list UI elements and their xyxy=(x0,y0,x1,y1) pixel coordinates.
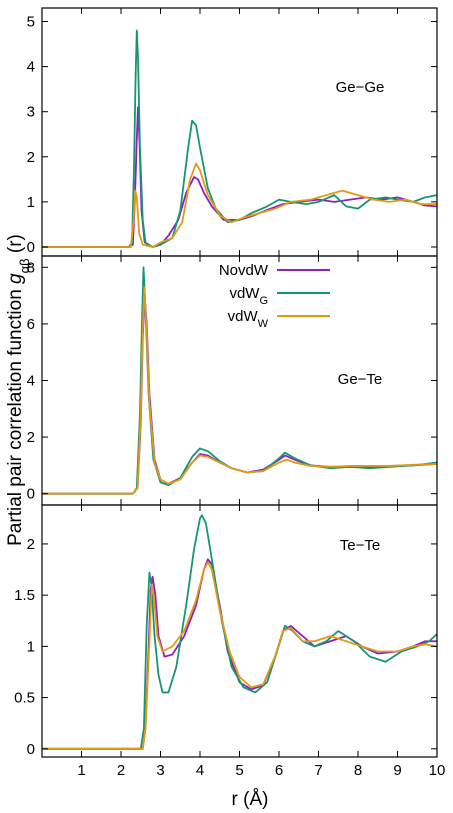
y-axis-title-sub: αβ xyxy=(17,258,32,273)
y-axis-title: Partial pair correlation function gαβ (r… xyxy=(5,234,32,546)
y-axis-title-g: g xyxy=(5,273,26,284)
legend-entry-novdw: NovdW xyxy=(219,262,330,279)
chart-panels: 0 1 2 3 4 5 Ge−Ge 0 2 4 6 8 Ge−Te 0 0.5 1 1.5 2 Te−Te 1 2 3 4 5… xyxy=(14,7,446,779)
legend-label: vdWG xyxy=(229,285,268,307)
y-tick-label-2: 0 xyxy=(27,741,35,758)
y-tick-label-2: 0.5 xyxy=(14,690,35,707)
panel-label-0: Ge−Ge xyxy=(336,79,385,96)
series-line-vdww-2 xyxy=(42,561,437,750)
y-tick-label-1: 8 xyxy=(27,259,35,276)
y-tick-label-0: 2 xyxy=(27,149,35,166)
x-tick-label: 1 xyxy=(77,762,85,779)
x-tick-label: 5 xyxy=(235,762,243,779)
series-line-vdwg-1 xyxy=(42,266,437,495)
x-tick-label: 4 xyxy=(196,762,204,779)
x-tick-label: 9 xyxy=(393,762,401,779)
y-axis-title-tail: (r) xyxy=(5,234,26,258)
y-tick-label-1: 2 xyxy=(27,429,35,446)
x-tick-label: 8 xyxy=(354,762,362,779)
x-tick-label: 7 xyxy=(314,762,322,779)
legend-label: vdWW xyxy=(228,308,269,330)
y-tick-label-0: 5 xyxy=(27,14,35,31)
x-axis-title: r (Å) xyxy=(232,789,269,810)
y-tick-label-1: 6 xyxy=(27,316,35,333)
y-tick-label-0: 3 xyxy=(27,104,35,121)
y-tick-label-2: 1 xyxy=(27,638,35,655)
y-tick-label-2: 1.5 xyxy=(14,587,35,604)
series-line-vdww-1 xyxy=(42,286,437,495)
y-tick-label-0: 4 xyxy=(27,59,35,76)
panel-2: 0 0.5 1 1.5 2 Te−Te xyxy=(14,504,438,758)
y-tick-label-0: 0 xyxy=(27,239,35,256)
x-tick-label: 6 xyxy=(275,762,283,779)
series-line-novdw-2 xyxy=(42,558,437,750)
x-tick-label: 2 xyxy=(117,762,125,779)
y-axis-title-main: Partial pair correlation function xyxy=(5,284,26,546)
series-line-vdww-0 xyxy=(42,162,437,248)
series-line-novdw-1 xyxy=(42,294,437,495)
y-tick-label-2: 2 xyxy=(27,536,35,553)
y-tick-label-1: 4 xyxy=(27,373,35,390)
y-tick-label-1: 0 xyxy=(27,486,35,503)
panel-0: 0 1 2 3 4 5 Ge−Ge xyxy=(27,7,438,257)
series-line-vdwg-0 xyxy=(42,29,437,248)
x-tick-label: 3 xyxy=(156,762,164,779)
legend-entry-vdwg: vdWG xyxy=(229,285,330,307)
x-tick-label: 10 xyxy=(429,762,446,779)
legend-entry-vdww: vdWW xyxy=(228,308,330,330)
y-tick-label-0: 1 xyxy=(27,194,35,211)
legend-label: NovdW xyxy=(219,262,269,279)
panel-label-1: Ge−Te xyxy=(338,371,383,388)
panel-label-2: Te−Te xyxy=(340,537,380,554)
series-line-novdw-0 xyxy=(42,106,437,248)
